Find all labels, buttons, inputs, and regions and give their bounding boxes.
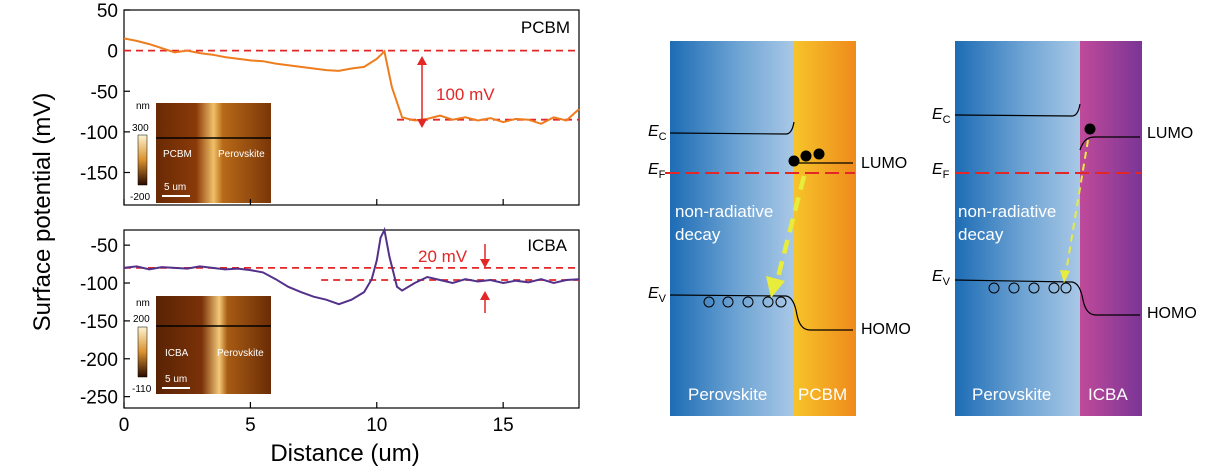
x-axis-label: Distance (um) [270,440,419,467]
top-y-tick-label: 0 [107,42,118,63]
bottom-panel: -50 -100 -150 -200 -250 ICBA 20 mV nm 200 -1… [80,226,580,409]
pcbm-lumo-label: LUMO [861,155,907,172]
icba-decay-label-line1: non-radiative [958,202,1056,221]
top-plot-frame [123,9,580,206]
bottom-y-tick-label: -250 [80,388,118,409]
x-tick-label: 5 [245,415,256,436]
icba-diagram-acceptor-region [1080,41,1142,416]
top-panel-label: PCBM [521,18,570,37]
pcbm-electron [800,150,812,162]
icba-diagram-perovskite-region [955,41,1080,416]
pcbm-diagram-perovskite-region [670,41,794,416]
pcbm-afm-scale-label: 5 um [164,182,186,193]
x-tick-label: 0 [119,415,130,436]
pcbm-colorbar [137,134,148,186]
icba-hole [1048,282,1060,294]
bottom-reference-lines [124,266,579,281]
bottom-plot-frame [123,229,580,409]
pcbm-hole [703,296,715,308]
pcbm-ec-label: EC [648,123,667,143]
pcbm-decay-arrowhead [766,276,785,298]
energy-diagram-pcbm: EC EF EV LUMO HOMO non-radiative decay P… [648,41,911,416]
icba-colorbar-min: -110 [132,384,152,395]
icba-region-label-perovskite: Perovskite [972,385,1051,404]
icba-hole [1060,282,1072,294]
pcbm-electron [813,148,825,160]
top-annotation-arrow [417,56,427,128]
icba-colorbar-unit: nm [136,298,150,309]
icba-decay-arrow [1065,139,1089,273]
pcbm-region-label-perovskite: Perovskite [688,385,767,404]
bottom-y-tick-label: -150 [80,312,118,333]
icba-colorbar-max: 200 [133,314,150,325]
pcbm-region-label-acceptor: PCBM [798,385,847,404]
top-y-tick-label: -150 [80,164,118,185]
pcbm-afm-image [156,103,271,203]
icba-lumo-level [1079,136,1140,151]
icba-hole [988,282,1000,294]
icba-afm-inset: nm 200 -110 ICBA Perovskite 5 um [132,296,271,395]
pcbm-hole [762,296,774,308]
top-y-tick-label: 50 [97,1,118,22]
bottom-y-ticks: -50 -100 -150 -200 -250 [80,236,130,409]
top-panel: 50 0 -50 -100 -150 PCBM 100 mV nm 300 -200 P… [80,1,580,206]
x-tick-label: 10 [366,415,387,436]
x-tick-label: 15 [493,415,514,436]
pcbm-valence-band [669,294,853,331]
icba-decay-label-line2: decay [958,225,1004,244]
bottom-y-tick-label: -50 [91,236,118,257]
icba-ec-label: EC [932,106,951,126]
icba-afm-label-right: Perovskite [217,348,264,359]
top-y-tick-label: -100 [80,123,118,144]
pcbm-decay-label-line1: non-radiative [675,202,773,221]
icba-electron [1084,123,1096,135]
top-y-ticks: 50 0 -50 -100 -150 [80,1,130,185]
pcbm-conduction-band [669,121,795,135]
pcbm-hole [775,296,787,308]
pcbm-afm-label-left: PCBM [163,149,192,160]
icba-afm-label-left: ICBA [165,348,189,359]
icba-decay-arrowhead [1060,270,1070,283]
bottom-panel-label: ICBA [527,236,567,255]
pcbm-ev-label: EV [648,285,667,305]
bottom-y-tick-label: -200 [80,350,118,371]
pcbm-colorbar-unit: nm [136,101,150,112]
icba-valence-band [954,279,1140,316]
pcbm-hole [722,296,734,308]
pcbm-decay-label-line2: decay [675,225,721,244]
icba-region-label-acceptor: ICBA [1088,385,1128,404]
pcbm-decay-arrow [773,175,807,286]
pcbm-afm-inset: nm 300 -200 PCBM Perovskite 5 um [130,101,271,203]
pcbm-ef-label: EF [648,161,666,181]
icba-colorbar [137,326,148,378]
icba-afm-image [156,296,271,394]
y-axis-label: Surface potential (mV) [29,93,56,332]
energy-diagram-icba: EC EF EV LUMO HOMO non-radiative decay P… [932,41,1197,416]
icba-lumo-label: LUMO [1147,125,1193,142]
pcbm-series-line [123,37,580,125]
icba-series-line [123,226,580,306]
icba-homo-label: HOMO [1147,305,1197,322]
icba-conduction-band [954,103,1081,117]
icba-ev-label: EV [932,268,951,288]
icba-hole [1028,282,1040,294]
icba-hole [1008,282,1020,294]
pcbm-colorbar-max: 300 [132,123,149,134]
top-y-tick-label: -50 [91,82,118,103]
pcbm-electron [788,155,800,167]
icba-afm-scale-label: 5 um [165,374,187,385]
pcbm-diagram-acceptor-region [794,41,856,416]
bottom-annotation-label: 20 mV [418,247,468,266]
bottom-annotation-arrows [480,244,490,313]
pcbm-homo-label: HOMO [861,321,911,338]
pcbm-afm-label-right: Perovskite [218,149,265,160]
pcbm-hole [742,296,754,308]
x-axis-ticks: 0 5 10 15 [119,199,514,436]
pcbm-colorbar-min: -200 [130,192,150,203]
icba-ef-label: EF [932,161,950,181]
bottom-y-tick-label: -100 [80,274,118,295]
top-annotation-label: 100 mV [436,85,495,104]
